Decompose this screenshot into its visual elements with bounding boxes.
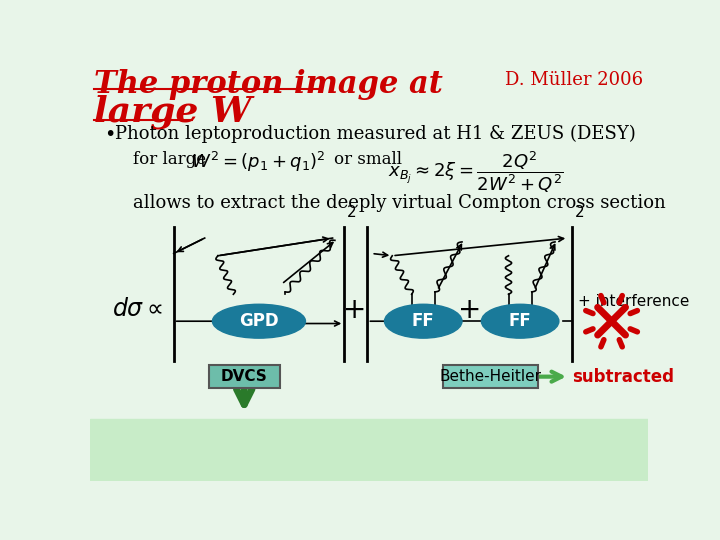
Text: 2: 2 <box>575 205 584 220</box>
Text: large W: large W <box>94 94 251 129</box>
Text: $W^2 = \left(p_1 + q_1\right)^2$: $W^2 = \left(p_1 + q_1\right)^2$ <box>191 150 325 173</box>
Text: GPD: GPD <box>239 312 279 330</box>
Bar <box>90 419 648 481</box>
Text: allows to extract the deeply virtual Compton cross section: allows to extract the deeply virtual Com… <box>132 194 665 212</box>
FancyBboxPatch shape <box>444 365 538 388</box>
Ellipse shape <box>384 304 462 338</box>
Text: DVCS: DVCS <box>221 369 268 384</box>
Text: subtracted: subtracted <box>572 368 674 386</box>
Text: D. Müller 2006: D. Müller 2006 <box>505 71 644 89</box>
Text: Bethe-Heitler: Bethe-Heitler <box>440 369 541 384</box>
Text: or small: or small <box>334 151 402 168</box>
Text: The proton image at: The proton image at <box>94 69 443 100</box>
Text: FF: FF <box>509 312 531 330</box>
FancyBboxPatch shape <box>209 365 280 388</box>
Text: for large: for large <box>132 151 206 168</box>
Text: +: + <box>458 296 482 323</box>
Text: •: • <box>104 125 115 144</box>
Text: Photon leptoproduction measured at H1 & ZEUS (DESY): Photon leptoproduction measured at H1 & … <box>114 125 636 143</box>
Text: + interference: + interference <box>578 294 690 309</box>
Ellipse shape <box>212 304 305 338</box>
Text: 2: 2 <box>346 205 356 220</box>
Ellipse shape <box>482 304 559 338</box>
Text: $d\sigma\propto$: $d\sigma\propto$ <box>112 298 163 321</box>
Text: FF: FF <box>412 312 435 330</box>
Text: $x_{B_j} \approx 2\xi = \dfrac{2Q^2}{2W^2 + Q^2}$: $x_{B_j} \approx 2\xi = \dfrac{2Q^2}{2W^… <box>388 150 564 195</box>
Text: +: + <box>343 296 366 323</box>
